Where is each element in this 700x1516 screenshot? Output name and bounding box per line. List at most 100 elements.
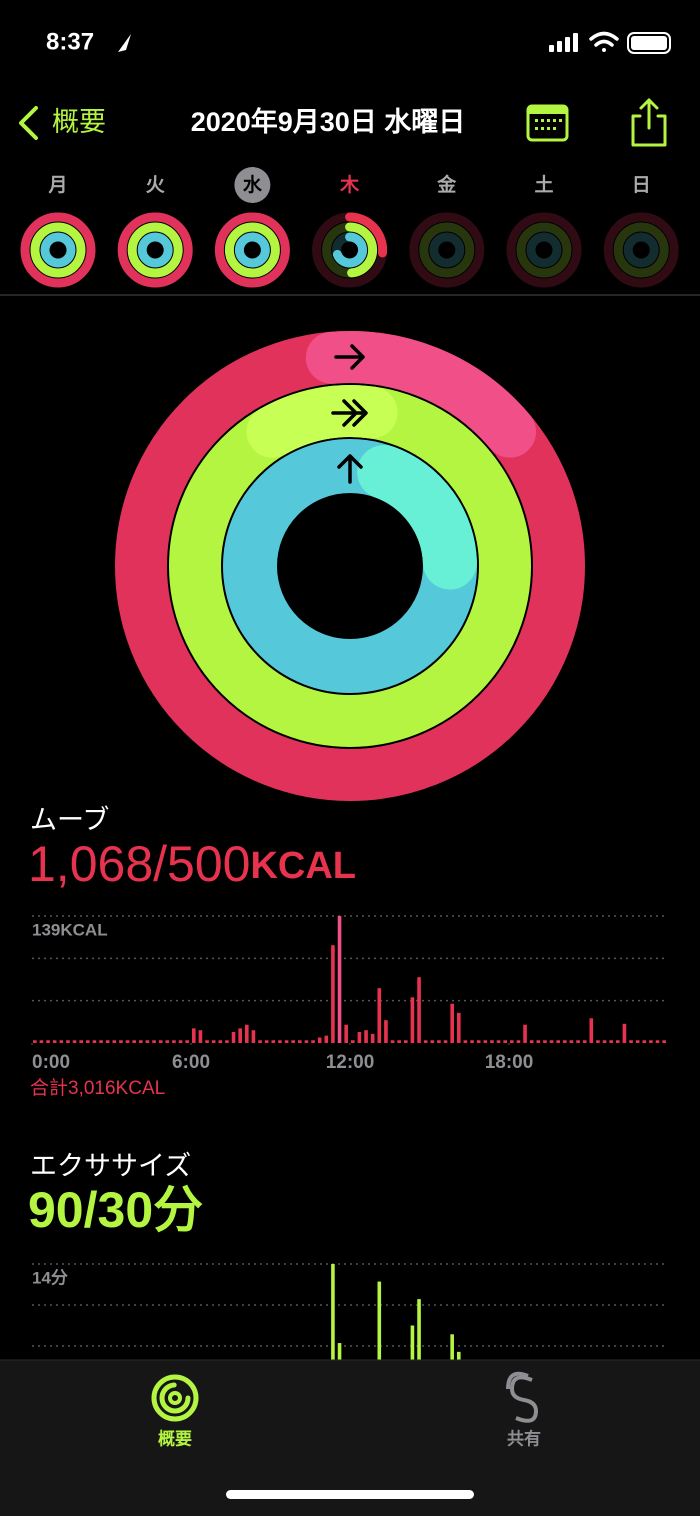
- move-unit: KCAL: [250, 845, 356, 887]
- bar: [397, 1040, 401, 1043]
- move-total: 合計3,016KCAL: [30, 1077, 165, 1099]
- bar: [510, 1040, 514, 1043]
- stand-arrow: [337, 454, 363, 484]
- weekday-label: 水: [243, 174, 263, 196]
- bar: [642, 1040, 647, 1043]
- weekday-label: 金: [436, 173, 457, 196]
- bar: [417, 1299, 421, 1387]
- bar: [331, 1264, 335, 1387]
- bar: [165, 1040, 170, 1043]
- bar: [304, 1040, 309, 1043]
- mini-stand-ring: [429, 232, 465, 268]
- bar: [125, 1040, 130, 1043]
- bar: [311, 1040, 315, 1043]
- bar: [72, 1040, 77, 1043]
- mini-move-ring: [603, 212, 679, 288]
- bar: [556, 1040, 560, 1043]
- bar: [629, 1040, 633, 1043]
- battery-level: [631, 36, 667, 50]
- bar: [503, 1040, 507, 1043]
- bar: [245, 1024, 249, 1043]
- bar: [99, 1040, 103, 1043]
- bar: [589, 1018, 594, 1043]
- move-arrow: [334, 344, 365, 370]
- sharing-tab[interactable]: 共有: [507, 1428, 541, 1448]
- mini-exercise-ring: [419, 222, 475, 278]
- bar: [172, 1040, 176, 1043]
- mini-move-ring: [20, 212, 96, 288]
- bar: [198, 1030, 203, 1043]
- bar: [470, 1040, 474, 1043]
- bar: [655, 1040, 660, 1043]
- mini-move-arc: [345, 212, 388, 258]
- move-chart: 139KCAL 0:00 6:00 12:00 18:00: [31, 915, 668, 1073]
- calendar-button[interactable]: [526, 104, 569, 142]
- bar: [205, 1040, 209, 1043]
- move-value: 1,068/500: [28, 836, 250, 892]
- weekday-label: 土: [534, 174, 553, 196]
- bar: [417, 977, 421, 1043]
- bar: [516, 1040, 521, 1043]
- bar: [463, 1040, 468, 1043]
- bar: [264, 1040, 269, 1043]
- mini-move-ring: [409, 212, 485, 288]
- exercise-value: 90/30: [28, 1182, 153, 1238]
- bar: [337, 916, 342, 1043]
- bar: [602, 1040, 607, 1043]
- bar: [86, 1040, 90, 1043]
- bar: [622, 1023, 627, 1043]
- back-button[interactable]: 概要: [52, 107, 106, 137]
- bar: [145, 1040, 150, 1043]
- signal-icon: [549, 33, 578, 52]
- bar: [66, 1040, 70, 1043]
- back-chevron[interactable]: [19, 106, 38, 140]
- mini-exercise-ring: [516, 222, 572, 278]
- battery-icon: [627, 32, 671, 54]
- bar: [377, 988, 382, 1043]
- mini-stand-ring: [40, 232, 76, 268]
- sharing-tab-icon[interactable]: [506, 1371, 539, 1423]
- mini-move-ring: [214, 212, 290, 288]
- location-icon: [118, 34, 131, 52]
- bar: [390, 1040, 395, 1043]
- selected-day: [234, 167, 271, 203]
- bar: [192, 1028, 196, 1043]
- bar: [119, 1040, 123, 1043]
- bar: [384, 1020, 388, 1043]
- bar: [410, 1325, 415, 1387]
- exercise-arrow: [331, 399, 368, 427]
- bar: [324, 1035, 329, 1043]
- bar: [258, 1040, 262, 1043]
- bar: [52, 1040, 57, 1043]
- share-button[interactable]: [631, 98, 667, 147]
- bar: [377, 1281, 382, 1387]
- exercise-label: エクササイズ: [30, 1151, 191, 1181]
- bar: [635, 1040, 640, 1043]
- bar: [331, 945, 335, 1043]
- bar: [490, 1040, 494, 1043]
- summary-tab-icon[interactable]: [151, 1374, 199, 1422]
- bar: [238, 1028, 242, 1043]
- mini-move-ring: [117, 212, 193, 288]
- bar: [576, 1040, 580, 1043]
- bar: [582, 1040, 587, 1043]
- stand-ring-end: [357, 445, 477, 590]
- bar: [404, 1040, 408, 1043]
- bar: [496, 1040, 501, 1043]
- mini-stand-ring: [137, 232, 173, 268]
- home-indicator: [226, 1490, 474, 1499]
- x-tick-label: 6:00: [172, 1052, 210, 1073]
- summary-tab[interactable]: 概要: [158, 1428, 192, 1448]
- bar: [523, 1024, 527, 1043]
- bar: [211, 1040, 216, 1043]
- move-label: ムーブ: [30, 805, 109, 835]
- bar: [39, 1040, 44, 1043]
- weekday-label: 木: [339, 173, 360, 196]
- bar: [225, 1040, 229, 1043]
- exercise-unit: 分: [153, 1182, 203, 1238]
- activity-rings: [115, 331, 585, 801]
- bar: [112, 1040, 117, 1043]
- y-tick-label: 139KCAL: [32, 920, 108, 939]
